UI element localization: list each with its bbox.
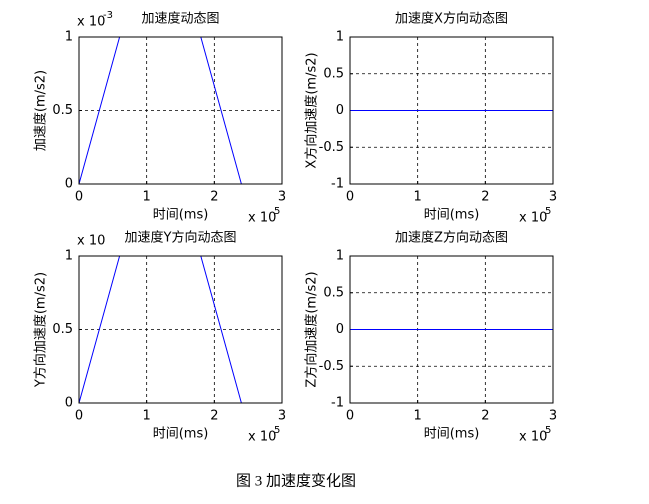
x-tick-label: 2 [481, 409, 489, 424]
y-tick-label: -1 [331, 396, 344, 411]
y-tick-label: 0 [336, 103, 344, 118]
axes-box [349, 255, 554, 404]
y-tick-label: -1 [331, 177, 344, 192]
x-tick-label: 2 [210, 409, 218, 424]
x-tick-label: 0 [346, 409, 354, 424]
y-tick-label: 0.5 [52, 103, 73, 118]
x-multiplier: x 10 [248, 430, 276, 445]
x-multiplier: x 10 [248, 211, 276, 226]
x-tick-label: 1 [143, 409, 151, 424]
x-multiplier: x 10 [519, 211, 547, 226]
y-tick-label: 0.5 [52, 322, 73, 337]
x-tick-label: 3 [549, 409, 557, 424]
axes-box [78, 255, 283, 404]
x-tick-label: 3 [278, 409, 286, 424]
y-multiplier: x 10 [77, 234, 105, 249]
x-tick-label: 0 [346, 190, 354, 205]
axes-box [78, 36, 283, 185]
axes-box [349, 36, 554, 185]
x-axis-label: 时间(ms) [153, 427, 209, 442]
x-multiplier-exp: 5 [545, 206, 551, 217]
x-axis-label: 时间(ms) [153, 208, 209, 223]
x-axis-label: 时间(ms) [424, 427, 480, 442]
y-tick-label: 1 [65, 249, 73, 264]
y-tick-label: 1 [336, 30, 344, 45]
y-axis-label: Y方向加速度(m/s2) [33, 272, 49, 388]
y-multiplier-exp: -3 [103, 10, 113, 21]
x-tick-label: 0 [75, 409, 83, 424]
x-tick-label: 0 [75, 190, 83, 205]
x-tick-label: 3 [549, 190, 557, 205]
figure-caption: 图 3 加速度变化图 [236, 472, 356, 489]
x-tick-label: 3 [278, 190, 286, 205]
title: 加速度动态图 [141, 11, 219, 27]
title: 加速度Z方向动态图 [395, 230, 508, 246]
x-tick-label: 2 [481, 190, 489, 205]
x-multiplier-exp: 5 [545, 425, 551, 436]
y-axis-label: X方向加速度(m/s2) [304, 52, 320, 168]
y-multiplier: x 10 [77, 15, 105, 30]
x-tick-label: 1 [414, 409, 422, 424]
y-tick-label: 0.5 [323, 285, 344, 300]
y-tick-label: 0.5 [323, 66, 344, 81]
x-multiplier: x 10 [519, 430, 547, 445]
y-axis-label: 加速度(m/s2) [33, 70, 49, 151]
x-tick-label: 1 [414, 190, 422, 205]
x-axis-label: 时间(ms) [424, 208, 480, 223]
x-tick-label: 2 [210, 190, 218, 205]
y-tick-label: -0.5 [319, 140, 344, 155]
y-axis-label: Z方向加速度(m/s2) [304, 271, 320, 387]
y-tick-label: 0 [65, 396, 73, 411]
title: 加速度X方向动态图 [395, 11, 508, 27]
y-tick-label: -0.5 [319, 359, 344, 374]
x-multiplier-exp: 5 [274, 206, 280, 217]
x-multiplier-exp: 5 [274, 425, 280, 436]
x-tick-label: 1 [143, 190, 151, 205]
y-tick-label: 0 [65, 177, 73, 192]
title: 加速度Y方向动态图 [125, 230, 237, 246]
y-tick-label: 0 [336, 322, 344, 337]
y-tick-label: 1 [65, 30, 73, 45]
y-tick-label: 1 [336, 249, 344, 264]
